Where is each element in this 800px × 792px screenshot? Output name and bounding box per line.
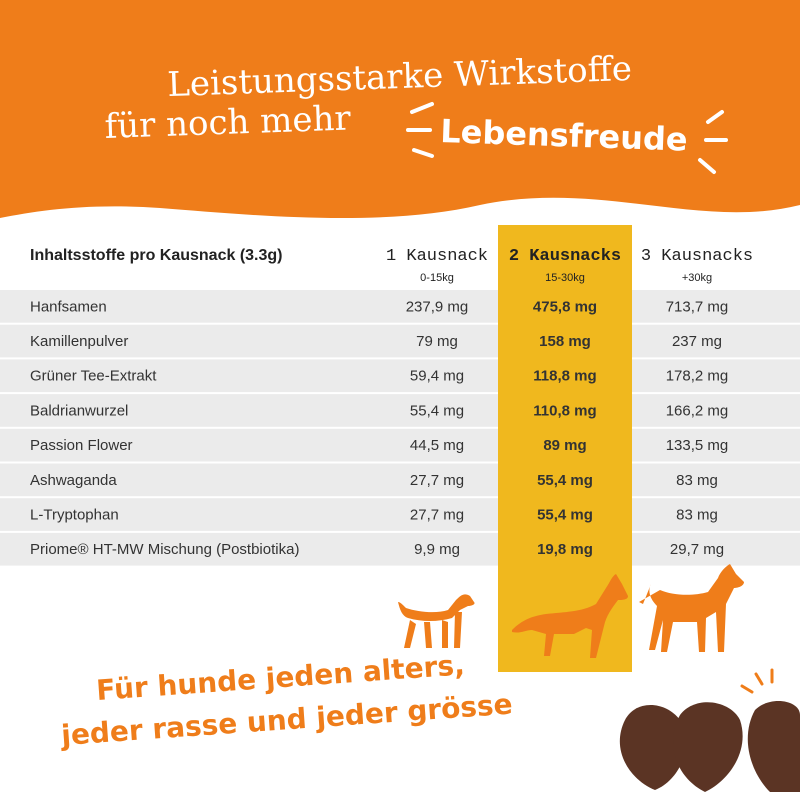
ingredient: Kamillenpulver <box>30 333 128 350</box>
amount: 237 mg <box>672 333 722 350</box>
table-title: Inhaltsstoffe pro Kausnack (3.3g) <box>30 247 283 264</box>
amount: 55,4 mg <box>537 472 593 489</box>
row-bg <box>632 359 800 393</box>
amount: 166,2 mg <box>666 402 729 419</box>
amount: 29,7 mg <box>670 541 724 558</box>
amount: 713,7 mg <box>666 298 729 315</box>
amount: 44,5 mg <box>410 437 464 454</box>
row-bg <box>0 498 498 531</box>
row-bg <box>0 532 498 566</box>
row-bg <box>632 290 800 323</box>
amount: 83 mg <box>676 507 718 524</box>
row-bg <box>0 324 498 358</box>
amount: 178,2 mg <box>666 368 729 385</box>
ingredient: Priome® HT-MW Mischung (Postbiotika) <box>30 541 299 558</box>
treats <box>619 700 800 792</box>
amount: 27,7 mg <box>410 472 464 489</box>
amount: 55,4 mg <box>410 402 464 419</box>
ingredient: Ashwaganda <box>30 472 117 489</box>
ingredient: L-Tryptophan <box>30 507 119 524</box>
column-weight: 15-30kg <box>545 272 585 284</box>
amount: 9,9 mg <box>414 541 460 558</box>
ingredient: Grüner Tee-Extrakt <box>30 368 157 385</box>
header-band <box>0 0 800 219</box>
column-label: 1 Kausnack <box>386 247 488 266</box>
column-weight: 0-15kg <box>420 272 454 284</box>
amount: 118,8 mg <box>533 368 596 385</box>
amount: 83 mg <box>676 472 718 489</box>
amount: 79 mg <box>416 333 458 350</box>
row-bg <box>0 428 498 462</box>
column-weight: +30kg <box>682 272 712 284</box>
amount: 110,8 mg <box>533 402 596 419</box>
decor <box>740 668 774 694</box>
row-bg <box>632 532 800 566</box>
row-bg <box>0 359 498 393</box>
title-line: für noch mehr <box>104 98 352 147</box>
row-bg <box>632 463 800 497</box>
row-bg <box>632 394 800 427</box>
column-label: 2 Kausnacks <box>509 247 621 266</box>
column-label: 3 Kausnacks <box>641 247 753 266</box>
amount: 475,8 mg <box>533 298 597 315</box>
row-bg <box>632 428 800 462</box>
ingredient: Baldrianwurzel <box>30 402 128 419</box>
row-bg <box>0 463 498 497</box>
amount: 89 mg <box>543 437 586 454</box>
row-bg <box>632 324 800 358</box>
dog-icons <box>398 564 744 658</box>
amount: 55,4 mg <box>537 507 593 524</box>
row-bg <box>0 290 498 323</box>
title-highlight: Lebensfreude <box>440 112 689 159</box>
ingredient: Passion Flower <box>30 437 133 454</box>
decor <box>406 102 728 174</box>
amount: 133,5 mg <box>666 437 729 454</box>
table: Inhaltsstoffe pro Kausnack (3.3g) 1 Kausn… <box>0 247 800 566</box>
amount: 27,7 mg <box>410 507 464 524</box>
amount: 59,4 mg <box>410 368 464 385</box>
row-bg <box>632 498 800 531</box>
amount: 158 mg <box>539 333 591 350</box>
ingredient: Hanfsamen <box>30 298 107 315</box>
amount: 19,8 mg <box>537 541 593 558</box>
row-bg <box>0 394 498 427</box>
amount: 237,9 mg <box>406 298 469 315</box>
